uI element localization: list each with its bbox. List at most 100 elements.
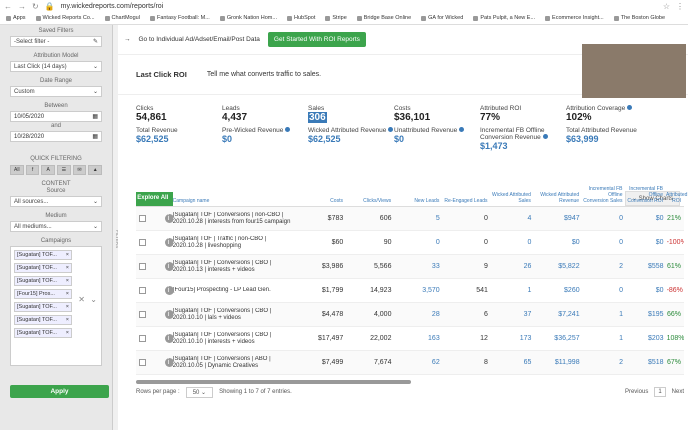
- bookmark-item[interactable]: Bridge Base Online: [356, 15, 411, 21]
- cell-reengaged[interactable]: 0: [484, 215, 488, 222]
- url-text[interactable]: my.wickedreports.com/reports/roi: [60, 2, 164, 10]
- quick-filter-button[interactable]: ✉: [72, 165, 87, 175]
- quick-filter-button[interactable]: ☰: [57, 165, 71, 175]
- campaign-name[interactable]: [Sugatan] TOF | Conversions | ABO | 2020…: [172, 355, 271, 369]
- row-checkbox[interactable]: [139, 335, 146, 342]
- column-header[interactable]: Campaign name: [172, 198, 210, 204]
- apply-button[interactable]: Apply: [10, 385, 109, 398]
- info-icon[interactable]: i: [165, 286, 173, 295]
- cell-revenue[interactable]: $36,257: [554, 335, 580, 342]
- cell-revenue[interactable]: $11,998: [554, 359, 580, 366]
- cell-sales[interactable]: 4: [527, 215, 532, 222]
- campaign-tag[interactable]: [Sugatan] TOF... ×: [14, 328, 72, 338]
- cell-sales[interactable]: 37: [523, 311, 532, 318]
- back-icon[interactable]: ←: [4, 1, 12, 11]
- saved-filter-select[interactable]: -Select filter - ✎: [10, 36, 102, 47]
- cell-new_leads[interactable]: 3,570: [422, 287, 440, 294]
- cell-fb_sales[interactable]: 2: [619, 359, 624, 366]
- start-date-input[interactable]: 10/05/2020 ▦: [10, 111, 102, 122]
- bookmark-item[interactable]: Apps: [6, 15, 26, 21]
- cell-fb_sales[interactable]: 2: [619, 263, 624, 270]
- campaign-tag[interactable]: [Four15] Pros... ×: [14, 289, 72, 299]
- campaign-name[interactable]: [Sugatan] TOF | Conversions | non-CBO | …: [172, 211, 291, 225]
- source-select[interactable]: All sources... ⌄: [10, 196, 102, 207]
- cell-reengaged[interactable]: 0: [484, 239, 488, 246]
- cell-new_leads[interactable]: 33: [431, 263, 440, 270]
- info-icon[interactable]: [627, 105, 633, 110]
- campaign-tag[interactable]: [Sugatan] TOF... ×: [14, 250, 72, 260]
- quick-filter-button[interactable]: A: [41, 165, 56, 175]
- campaign-name[interactable]: [Sugatan] TOF | Conversions | CBO | 2020…: [172, 259, 272, 273]
- bookmark-item[interactable]: ChartMogul: [104, 15, 140, 21]
- remove-tag-icon[interactable]: ×: [65, 317, 69, 323]
- cell-fb_sales[interactable]: 0: [619, 287, 624, 294]
- cell-revenue[interactable]: $947: [564, 215, 580, 222]
- bookmark-item[interactable]: HubSpot: [286, 15, 315, 21]
- quick-filter-button[interactable]: ▲: [88, 165, 103, 175]
- column-header[interactable]: New Leads: [414, 198, 440, 204]
- show-charts-button[interactable]: ⌄ Show Charts: [624, 191, 680, 206]
- remove-tag-icon[interactable]: ×: [65, 252, 69, 258]
- row-checkbox[interactable]: [139, 311, 146, 318]
- star-icon[interactable]: ☆: [662, 1, 670, 11]
- info-icon[interactable]: i: [165, 262, 173, 271]
- horizontal-scrollbar[interactable]: [136, 380, 411, 384]
- cell-fb_sales[interactable]: 0: [619, 239, 624, 246]
- quick-filter-button[interactable]: All: [10, 165, 24, 175]
- cell-reengaged[interactable]: 8: [484, 359, 488, 366]
- individual-data-link[interactable]: Go to Individual Ad/Adset/Email/Post Dat…: [138, 36, 260, 43]
- cell-reengaged[interactable]: 6: [484, 311, 488, 318]
- current-page[interactable]: 1: [654, 387, 666, 397]
- info-icon[interactable]: [459, 127, 465, 132]
- cell-fb_roi[interactable]: $0: [655, 287, 664, 294]
- info-icon[interactable]: i: [165, 238, 173, 247]
- date-range-select[interactable]: Custom ⌄: [10, 86, 102, 97]
- cell-new_leads[interactable]: 28: [431, 311, 440, 318]
- cell-sales[interactable]: 26: [523, 263, 532, 270]
- info-icon[interactable]: [388, 127, 394, 132]
- cell-sales[interactable]: 173: [519, 335, 532, 342]
- reload-icon[interactable]: ↻: [32, 1, 39, 11]
- calendar-icon[interactable]: ▦: [92, 114, 98, 120]
- cell-sales[interactable]: 0: [527, 239, 532, 246]
- calendar-icon[interactable]: ▦: [92, 134, 98, 140]
- info-icon[interactable]: i: [165, 334, 173, 343]
- bookmark-item[interactable]: Stripe: [325, 15, 347, 21]
- explore-all-button[interactable]: Explore All: [136, 192, 173, 206]
- campaign-tag[interactable]: [Sugatan] TOF... ×: [14, 276, 72, 286]
- previous-button[interactable]: Previous: [624, 389, 649, 395]
- medium-select[interactable]: All mediums... ⌄: [10, 221, 102, 232]
- forward-icon[interactable]: →: [18, 1, 26, 11]
- remove-tag-icon[interactable]: ×: [65, 304, 69, 310]
- cell-fb_sales[interactable]: 1: [619, 311, 624, 318]
- cell-fb_roi[interactable]: $195: [647, 311, 664, 318]
- cell-reengaged[interactable]: 9: [484, 263, 488, 270]
- column-header[interactable]: Attributed ROI: [665, 192, 688, 204]
- cell-reengaged[interactable]: 12: [480, 335, 488, 342]
- bookmark-item[interactable]: Fantasy Football: M...: [149, 15, 210, 21]
- campaign-tag[interactable]: [Sugatan] TOF... ×: [14, 315, 72, 325]
- remove-tag-icon[interactable]: ×: [65, 330, 69, 336]
- row-checkbox[interactable]: [139, 239, 146, 246]
- column-header[interactable]: Re-Engaged Leads: [444, 198, 488, 204]
- bookmark-item[interactable]: Wicked Reports Co...: [35, 15, 95, 21]
- campaign-tag[interactable]: [Sugatan] TOF... ×: [14, 263, 72, 273]
- edit-icon[interactable]: ✎: [92, 39, 98, 45]
- bookmark-item[interactable]: The Boston Globe: [613, 15, 665, 21]
- row-checkbox[interactable]: [139, 215, 146, 222]
- rows-per-page-select[interactable]: 50 ⌄: [185, 386, 214, 398]
- remove-tag-icon[interactable]: ×: [65, 265, 69, 271]
- attribution-model-select[interactable]: Last Click (14 days) ⌄: [10, 61, 102, 72]
- cell-fb_roi[interactable]: $0: [655, 215, 664, 222]
- cell-fb_roi[interactable]: $558: [647, 263, 664, 270]
- bookmark-item[interactable]: GA for Wicked: [421, 15, 463, 21]
- cell-new_leads[interactable]: 163: [428, 335, 440, 342]
- column-header[interactable]: Costs: [330, 198, 343, 204]
- remove-tag-icon[interactable]: ×: [65, 291, 69, 297]
- info-icon[interactable]: i: [165, 310, 173, 319]
- cell-fb_roi[interactable]: $203: [647, 335, 664, 342]
- column-header[interactable]: Incremental FB Offline Conversion ROI: [627, 186, 663, 204]
- cell-fb_roi[interactable]: $0: [655, 239, 664, 246]
- info-icon[interactable]: i: [165, 358, 173, 367]
- campaign-name[interactable]: [Four15] Prospecting - LP Lead Gen.: [172, 287, 271, 293]
